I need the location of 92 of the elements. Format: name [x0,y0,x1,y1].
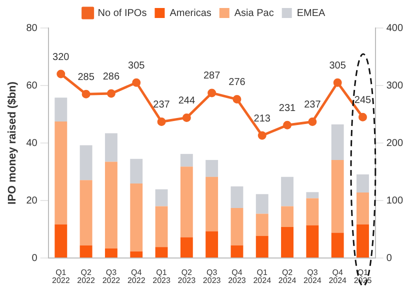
y-tick-label: 60 [26,80,38,92]
bar [54,224,68,258]
point [258,131,266,140]
point [82,90,90,98]
x-tick-label: Q4 2024 [328,268,348,286]
bar [306,192,319,198]
y-tick-label: 40 [26,138,38,149]
bar [80,180,92,246]
data-label: 276 [228,77,246,88]
bar [331,124,344,160]
data-label: 305 [128,60,146,72]
bar [256,214,268,236]
x-tick-label: Q1 2024 [253,268,272,286]
bar [130,251,143,258]
bar [155,189,168,206]
y2-tick-label: 200 [386,138,404,149]
y2-tick-label: 100 [386,195,404,206]
bar [256,236,268,258]
bar [230,245,244,258]
y-tick-label: 20 [26,195,38,206]
data-label: 237 [304,99,322,110]
point [157,117,166,126]
x-tick-label: Q3 2022 [102,268,121,286]
point [208,88,216,98]
legend-label: No of IPOs [98,8,147,19]
point [182,113,191,122]
bar [130,184,143,252]
data-label: 237 [153,99,170,110]
x-tick-label: Q1 2023 [152,268,171,286]
point [308,117,317,126]
x-tick-label: Q3 2024 [304,268,322,286]
bar [230,186,244,208]
bar [256,194,268,214]
point [232,95,242,104]
bar [180,166,193,238]
point [283,120,292,130]
y-tick-label: 80 [26,22,38,34]
bar [155,247,168,258]
bar [104,248,118,258]
data-label: 245 [354,94,372,106]
bar [356,174,369,192]
bar [281,206,294,227]
bar [54,98,68,122]
y-axis-title: IPO money raised ($bn) [6,81,19,204]
data-label: 305 [329,60,346,72]
x-tick-label: Q1 2022 [52,268,70,286]
legend-label: Americas [170,8,212,19]
bar [54,121,68,224]
legend-label: Asia Pac [234,8,274,19]
data-label: 320 [52,52,70,63]
bar [281,226,294,258]
y2-tick-label: 0 [386,252,392,264]
legend-label: EMEA [296,8,326,19]
bar [306,225,319,258]
x-tick-label: Q2 2024 [278,268,297,286]
bar [104,162,118,249]
bar [230,208,244,246]
bar [180,154,193,167]
point [358,112,367,122]
point [56,70,66,78]
x-tick-label: Q2 2022 [77,268,96,286]
bar [331,232,344,258]
bar [206,160,218,177]
x-tick-label: Q3 2023 [202,268,222,286]
bar [130,158,143,184]
bar [104,133,118,162]
bar [80,145,92,180]
data-label: 285 [78,72,95,83]
bar [281,176,294,206]
data-label: 286 [102,71,120,82]
point [132,78,141,87]
bar [306,198,319,226]
bar [180,237,193,258]
bar [206,231,218,258]
bar [356,224,369,258]
bar [155,206,168,248]
data-label: 213 [254,113,271,124]
bar [331,160,344,233]
point [333,78,342,87]
bar [80,245,92,258]
x-tick-label: Q4 2022 [127,268,146,286]
y-tick-label: 0 [32,252,38,264]
data-label: 287 [203,70,221,82]
y2-tick-label: 400 [386,22,404,34]
x-tick-label: Q4 2023 [228,268,246,286]
x-tick-label: Q2 2023 [178,268,196,286]
bar [206,176,218,232]
y2-tick-label: 300 [386,80,404,92]
data-label: 244 [178,95,196,106]
data-label: 231 [278,102,296,114]
point [106,89,116,98]
bar [356,192,369,224]
